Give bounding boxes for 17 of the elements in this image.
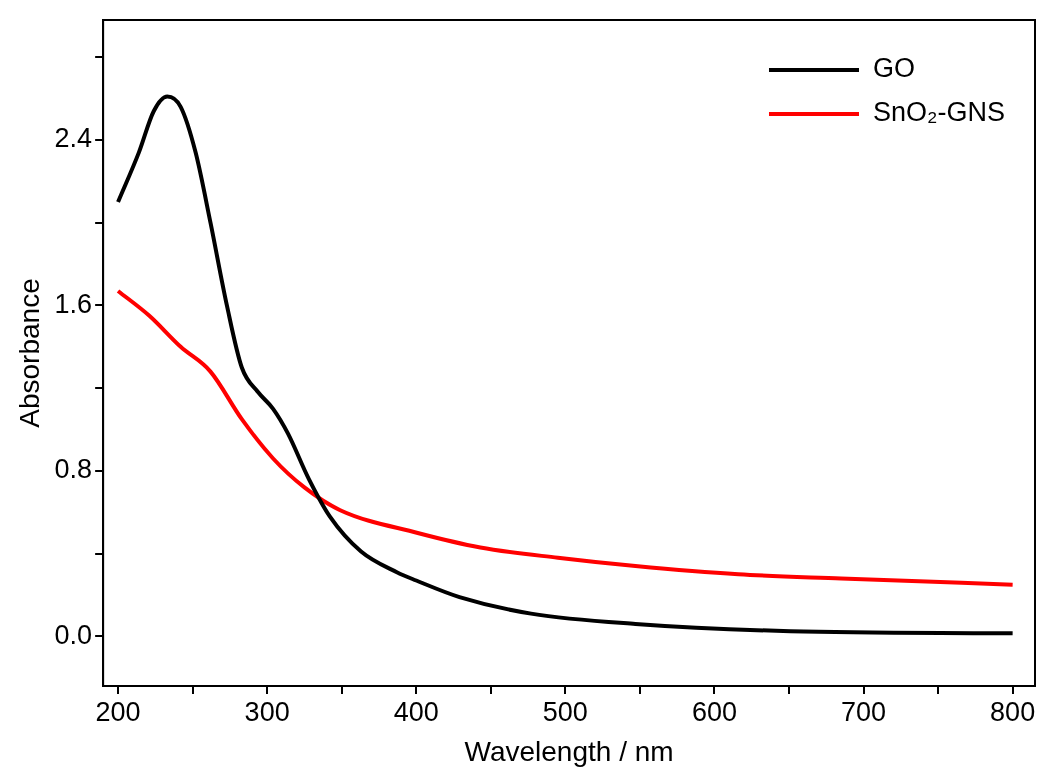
legend-label: GO — [872, 53, 916, 84]
y-tick-label: 2.4 — [54, 123, 93, 154]
x-tick-label: 700 — [841, 696, 887, 727]
y-tick-label: 0.0 — [54, 619, 93, 650]
x-tick-label: 200 — [95, 696, 141, 727]
line-series — [116, 94, 1015, 636]
x-tick-label: 600 — [691, 696, 737, 727]
x-tick-label: 800 — [990, 696, 1036, 727]
x-axis-title: Wavelength / nm — [464, 735, 674, 767]
y-tick-label: 0.8 — [54, 454, 93, 485]
x-tick-label: 400 — [393, 696, 439, 727]
x-tick-label: 300 — [244, 696, 290, 727]
y-tick-label: 1.6 — [54, 288, 93, 319]
x-tick-label: 500 — [542, 696, 588, 727]
legend-label: SnO₂-GNS — [872, 97, 1006, 128]
y-axis-title: Absorbance — [13, 278, 45, 428]
line-series — [116, 288, 1015, 587]
